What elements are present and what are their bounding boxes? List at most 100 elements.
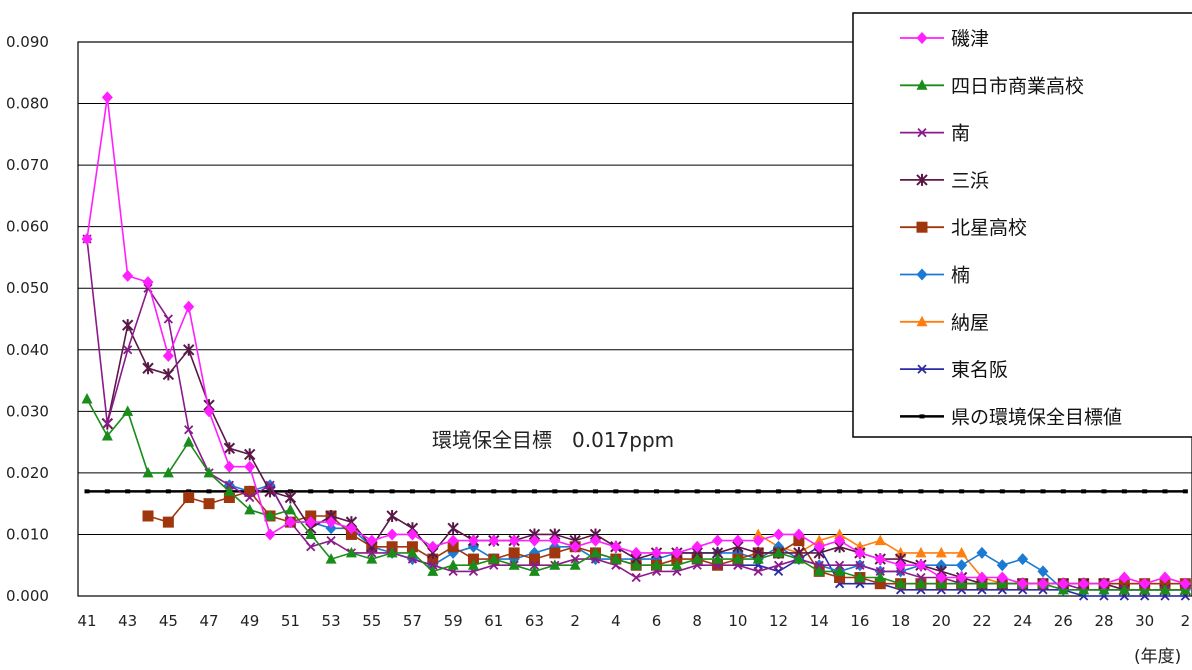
data-point	[569, 540, 581, 553]
x-tick-label: 45	[159, 612, 178, 630]
data-point	[915, 577, 927, 589]
series-5	[142, 485, 1191, 590]
legend-item: 四日市商業高校	[900, 75, 1084, 97]
data-point	[467, 534, 479, 547]
data-point	[244, 485, 256, 497]
data-point	[450, 489, 456, 494]
data-point	[203, 405, 215, 418]
data-point	[102, 419, 112, 429]
data-point	[715, 489, 721, 494]
legend-marker	[916, 79, 928, 90]
data-point	[508, 547, 520, 559]
data-point	[367, 548, 377, 558]
legend-item: 磯津	[900, 28, 989, 50]
legend-label: 楠	[951, 265, 970, 287]
data-point	[874, 571, 886, 583]
data-point	[732, 534, 744, 547]
x-tick-label: 51	[281, 612, 300, 630]
data-point	[752, 528, 764, 539]
data-point	[569, 559, 581, 570]
data-point	[366, 534, 378, 547]
x-axis-ticks: 41 43 45 47 49 51 53 55 57 59 61 63 2 4 6 8 10 12 14 16 18 20…	[77, 612, 1190, 630]
x-tick-label: 10	[728, 612, 747, 630]
data-point	[184, 425, 194, 435]
data-point	[549, 559, 561, 570]
data-point	[528, 534, 540, 547]
data-point	[874, 553, 886, 566]
data-point	[1182, 489, 1188, 494]
legend-marker	[916, 32, 928, 44]
data-point	[691, 540, 703, 553]
data-point	[529, 560, 540, 570]
x-tick-label: 47	[199, 612, 218, 630]
data-point	[1159, 583, 1171, 595]
data-point	[918, 489, 924, 494]
data-point	[163, 314, 173, 324]
data-point	[773, 528, 785, 541]
legend-marker	[916, 268, 928, 281]
x-tick-label: 4	[611, 612, 621, 630]
data-point	[1118, 578, 1130, 590]
data-point	[1017, 553, 1029, 566]
data-point	[328, 489, 334, 494]
data-point	[613, 489, 619, 494]
data-point	[162, 349, 174, 362]
data-point	[245, 492, 255, 503]
data-point	[305, 528, 317, 539]
data-point	[732, 553, 744, 564]
x-tick-label: 43	[118, 612, 137, 630]
data-point	[572, 489, 578, 494]
data-point	[389, 489, 395, 494]
y-tick-label: 0.020	[6, 464, 49, 482]
data-point	[1139, 577, 1151, 590]
data-point	[203, 498, 215, 510]
data-point	[752, 553, 764, 564]
data-point	[874, 534, 886, 546]
legend-item: 南	[900, 123, 970, 145]
legend-marker	[917, 364, 927, 374]
data-point	[631, 572, 641, 583]
data-point	[590, 534, 601, 547]
data-point	[306, 542, 316, 552]
data-point	[938, 489, 944, 494]
data-point	[1179, 577, 1191, 590]
data-point	[837, 489, 843, 494]
y-tick-label: 0.040	[6, 341, 49, 359]
data-point	[895, 559, 907, 572]
data-point	[145, 489, 151, 494]
data-point	[206, 489, 212, 494]
y-tick-label: 0.090	[6, 33, 49, 51]
data-point	[593, 489, 598, 494]
data-point	[671, 559, 683, 570]
data-point	[386, 541, 398, 553]
data-point	[875, 566, 885, 577]
data-point	[1142, 489, 1148, 494]
data-point	[895, 566, 906, 577]
data-point	[898, 489, 904, 494]
data-point	[447, 534, 459, 547]
data-point	[674, 489, 680, 494]
data-point	[386, 528, 398, 541]
legend-item: 三浜	[900, 170, 989, 192]
data-point	[773, 560, 784, 570]
data-point	[735, 489, 741, 494]
data-point	[935, 546, 947, 558]
x-tick-label: 18	[891, 612, 910, 630]
data-point	[122, 405, 134, 416]
x-tick-label: 53	[322, 612, 341, 630]
data-point	[264, 509, 276, 521]
data-point	[406, 541, 418, 553]
data-point	[895, 577, 907, 589]
x-tick-label: 55	[362, 612, 381, 630]
data-point	[264, 528, 276, 541]
data-point	[183, 300, 195, 313]
data-point	[165, 489, 171, 494]
data-point	[1121, 489, 1127, 494]
data-point	[101, 91, 113, 104]
legend-label: 東名阪	[951, 359, 1008, 381]
data-point	[284, 516, 296, 529]
data-point	[773, 546, 785, 558]
legend-item: 県の環境保全目標値	[900, 406, 1122, 428]
data-point	[1159, 571, 1171, 584]
data-point	[1037, 565, 1049, 578]
